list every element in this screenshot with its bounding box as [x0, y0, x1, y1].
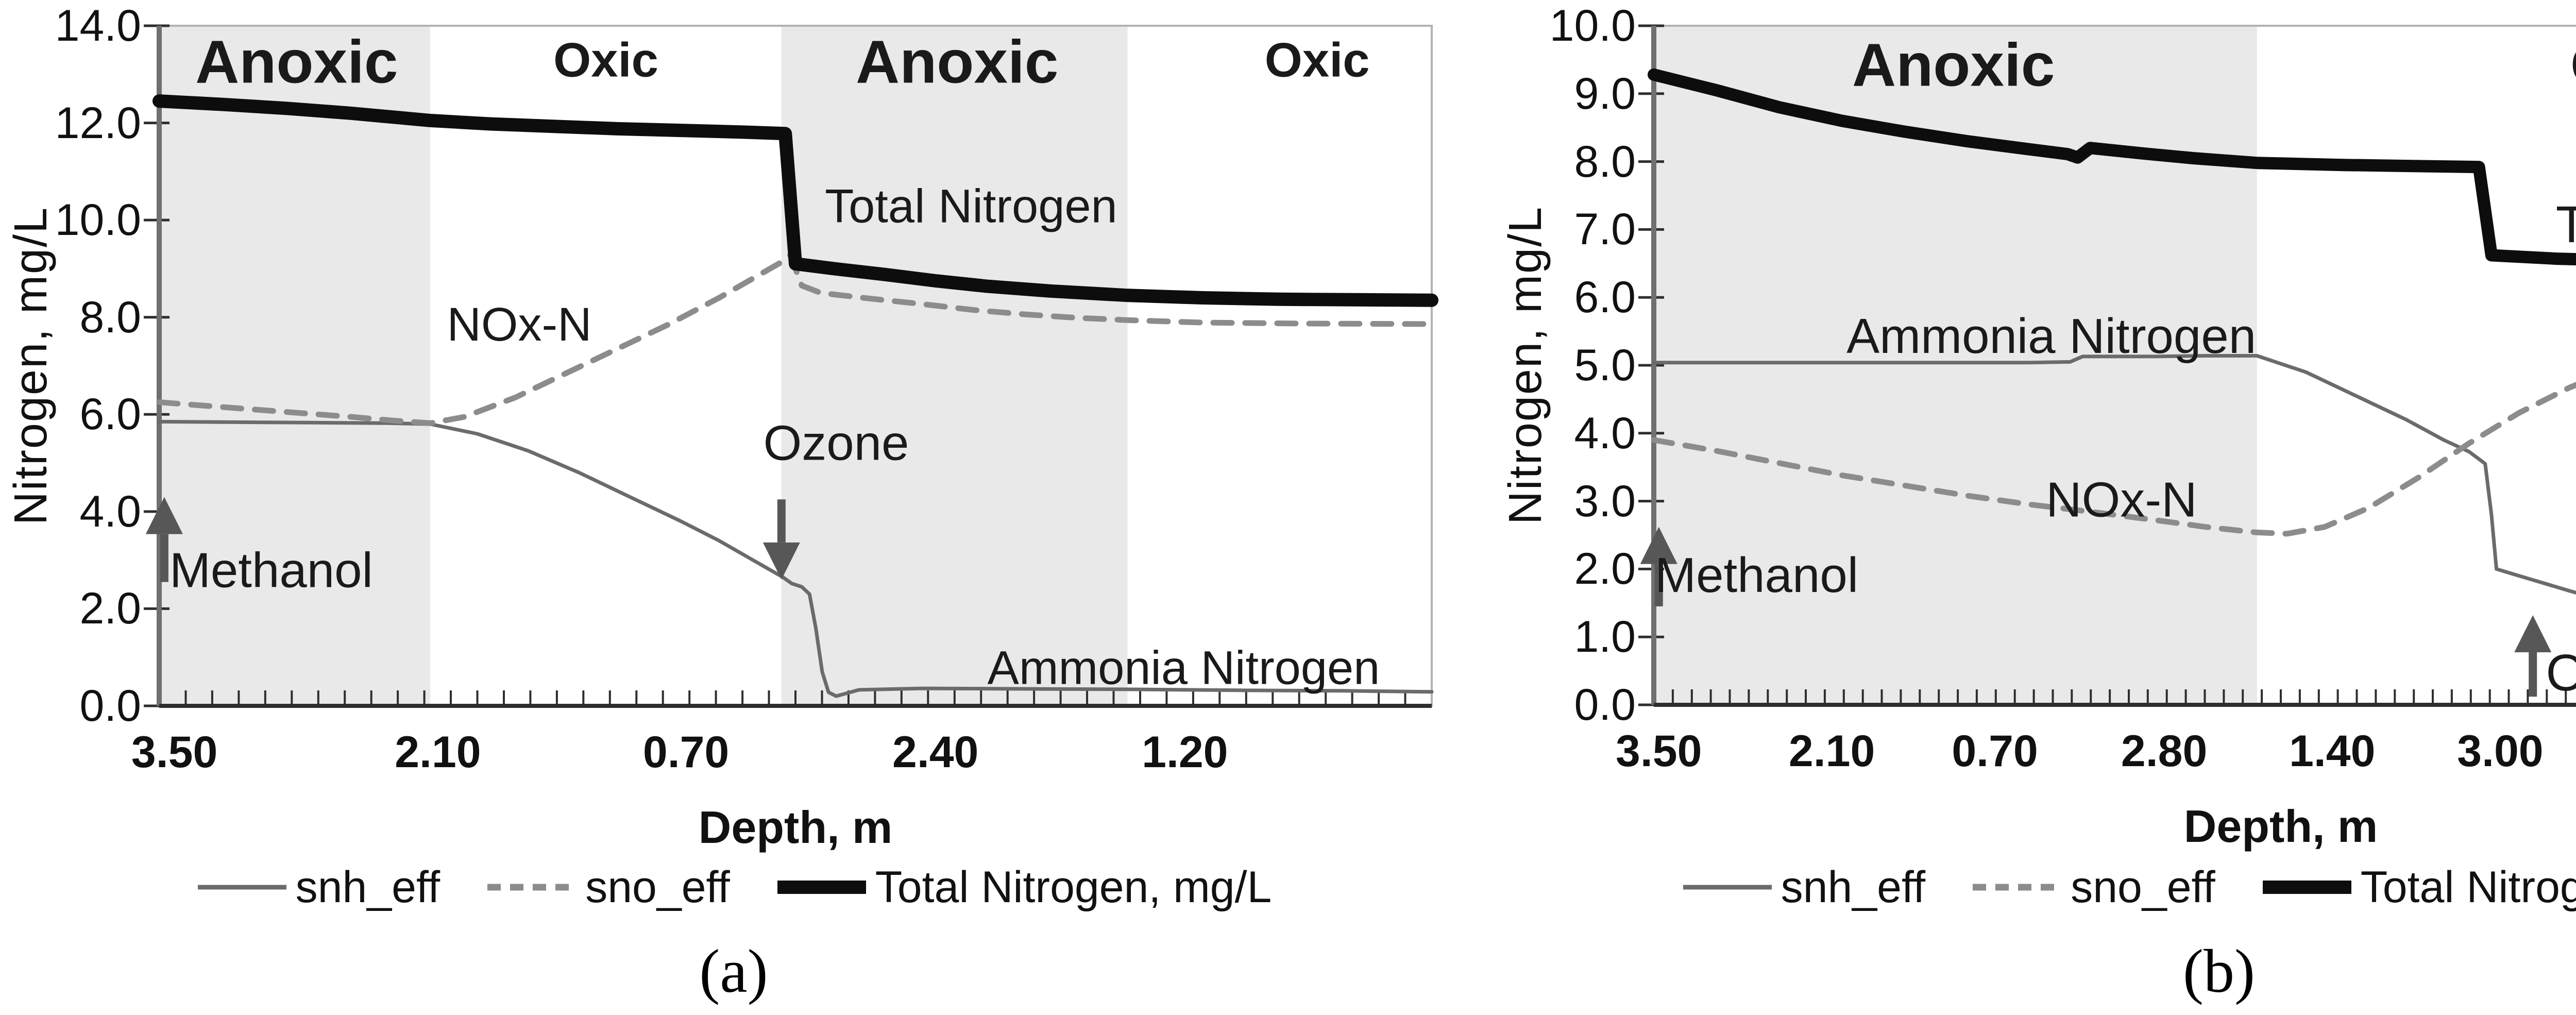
- legend-label-total-nitrogen: Total Nitrogen, mg/L: [875, 862, 1272, 912]
- y-tick-label-6.0: 6.0: [79, 390, 141, 439]
- panel-caption: (a): [699, 937, 768, 1005]
- y-tick-label-2.0: 2.0: [79, 584, 141, 634]
- annotation-total-nitrogen: Total Nitrogen: [2556, 196, 2576, 253]
- legend: snh_eff sno_eff Total Nitrogen, mg/L: [97, 861, 1370, 913]
- zone-label-oxic: Oxic: [1265, 33, 1370, 87]
- x-tick-label-0.70: 0.70: [642, 728, 730, 777]
- plot-area: Anoxic Oxic Anoxic Oxic Total Nitrogen NOx-N O…: [144, 24, 1438, 708]
- legend-label-snh-eff: snh_eff: [1781, 862, 1926, 912]
- zone-label-anoxic: Anoxic: [1852, 31, 2055, 99]
- y-tick-label-0.0: 0.0: [79, 681, 141, 731]
- zone-band-anoxic: [781, 26, 1128, 706]
- y-tick-label-10.0: 10.0: [55, 195, 141, 245]
- series-line-sno-eff: [1651, 382, 2576, 537]
- y-tick-label-1.0: 1.0: [1574, 612, 1636, 662]
- legend-label-sno-eff: sno_eff: [585, 862, 730, 912]
- methanol-dose-arrow-head: [1640, 527, 1677, 564]
- series-line-total-nitrogen: [1648, 68, 2576, 266]
- legend-item-total-nitrogen: Total Nitrogen, mg/L: [2261, 862, 2576, 913]
- plot-area: Anoxic Oxic Total Nitrogen Ammonia Nitrogen…: [1638, 24, 2576, 707]
- legend-item-sno-eff: sno_eff: [1971, 862, 2215, 913]
- x-tick-label-1.40: 1.40: [2289, 726, 2376, 776]
- legend-item-sno-eff: sno_eff: [485, 862, 730, 913]
- annotation-total-nitrogen: Total Nitrogen: [825, 180, 1117, 233]
- annotation-ozone: Ozone: [2546, 644, 2576, 702]
- legend-item-total-nitrogen: Total Nitrogen, mg/L: [775, 862, 1272, 913]
- x-tick-label-2.10: 2.10: [1788, 726, 1875, 776]
- legend-swatch-total-nitrogen: [777, 881, 866, 894]
- y-tick-label-7.0: 7.0: [1574, 205, 1636, 255]
- x-tick-label-2.80: 2.80: [2121, 726, 2208, 776]
- legend-item-snh-eff: snh_eff: [196, 862, 440, 913]
- y-tick-label-10.0: 10.0: [1549, 1, 1636, 50]
- x-tick-label-2.10: 2.10: [395, 728, 481, 777]
- zone-band-anoxic: [1654, 26, 2257, 705]
- y-tick-label-5.0: 5.0: [1574, 341, 1636, 390]
- x-tick-label-3.00: 3.00: [2457, 726, 2544, 776]
- x-tick-label-3.50: 3.50: [1616, 726, 1702, 776]
- zone-label-oxic: Oxic: [2570, 33, 2576, 97]
- ozone-dose-arrow-head: [2514, 615, 2552, 653]
- y-tick-label-6.0: 6.0: [1574, 273, 1636, 323]
- y-tick-label-2.0: 2.0: [1574, 544, 1636, 594]
- x-axis-title: Depth, m: [698, 802, 893, 853]
- y-tick-label-8.0: 8.0: [1574, 137, 1636, 187]
- legend-swatch-total-nitrogen: [2262, 881, 2351, 894]
- y-tick-label-9.0: 9.0: [1574, 69, 1636, 119]
- y-tick-label-12.0: 12.0: [55, 98, 141, 148]
- series-line-total-nitrogen: [152, 94, 1438, 307]
- annotation-methanol: Methanol: [170, 543, 373, 598]
- series-line-sno-eff: [156, 252, 1435, 426]
- x-axis-title: Depth, m: [2183, 801, 2378, 852]
- annotation-nox-n: NOx-N: [2046, 472, 2197, 528]
- annotation-ammonia-nitrogen: Ammonia Nitrogen: [987, 642, 1380, 695]
- legend-swatch-sno-eff: [487, 884, 577, 891]
- y-tick-label-14.0: 14.0: [55, 1, 141, 50]
- chart-panel-a: Nitrogen, mg/L Anoxic Oxic Anoxic Oxic Total…: [5, 1, 1438, 1005]
- x-tick-label-3.50: 3.50: [131, 728, 218, 777]
- y-tick-label-3.0: 3.0: [1574, 476, 1636, 526]
- ozone-dose-arrow-head: [762, 542, 800, 580]
- panel-caption: (b): [2183, 937, 2255, 1005]
- series-line-snh-eff: [1652, 354, 2576, 595]
- x-tick-label-2.40: 2.40: [892, 728, 979, 777]
- legend-swatch-snh-eff: [1683, 885, 1772, 890]
- series-line-snh-eff: [157, 419, 1434, 698]
- zone-label-anoxic: Anoxic: [195, 28, 398, 96]
- legend-label-sno-eff: sno_eff: [2071, 862, 2215, 912]
- x-tick-label-0.70: 0.70: [1952, 726, 2038, 776]
- y-tick-label-4.0: 4.0: [1574, 408, 1636, 458]
- x-tick-label-1.20: 1.20: [1142, 728, 1228, 777]
- legend: snh_eff sno_eff Total Nitrogen, mg/L: [1592, 861, 2576, 913]
- y-tick-label-4.0: 4.0: [79, 486, 141, 536]
- annotation-ozone: Ozone: [764, 415, 909, 470]
- annotation-methanol: Methanol: [1655, 548, 1858, 603]
- zone-label-anoxic: Anoxic: [856, 28, 1058, 96]
- legend-swatch-snh-eff: [197, 885, 286, 890]
- y-tick-label-8.0: 8.0: [79, 292, 141, 342]
- legend-label-snh-eff: snh_eff: [295, 862, 440, 912]
- legend-label-total-nitrogen: Total Nitrogen, mg/L: [2360, 862, 2576, 912]
- legend-swatch-sno-eff: [1973, 884, 2062, 891]
- legend-item-snh-eff: snh_eff: [1681, 862, 1926, 913]
- y-tick-label-0.0: 0.0: [1574, 680, 1636, 730]
- zone-band-anoxic: [159, 26, 431, 706]
- annotation-nox-n: NOx-N: [447, 298, 591, 351]
- methanol-dose-arrow-head: [145, 497, 183, 534]
- zone-label-oxic: Oxic: [553, 33, 658, 87]
- annotation-ammonia-nitrogen: Ammonia Nitrogen: [1846, 309, 2256, 364]
